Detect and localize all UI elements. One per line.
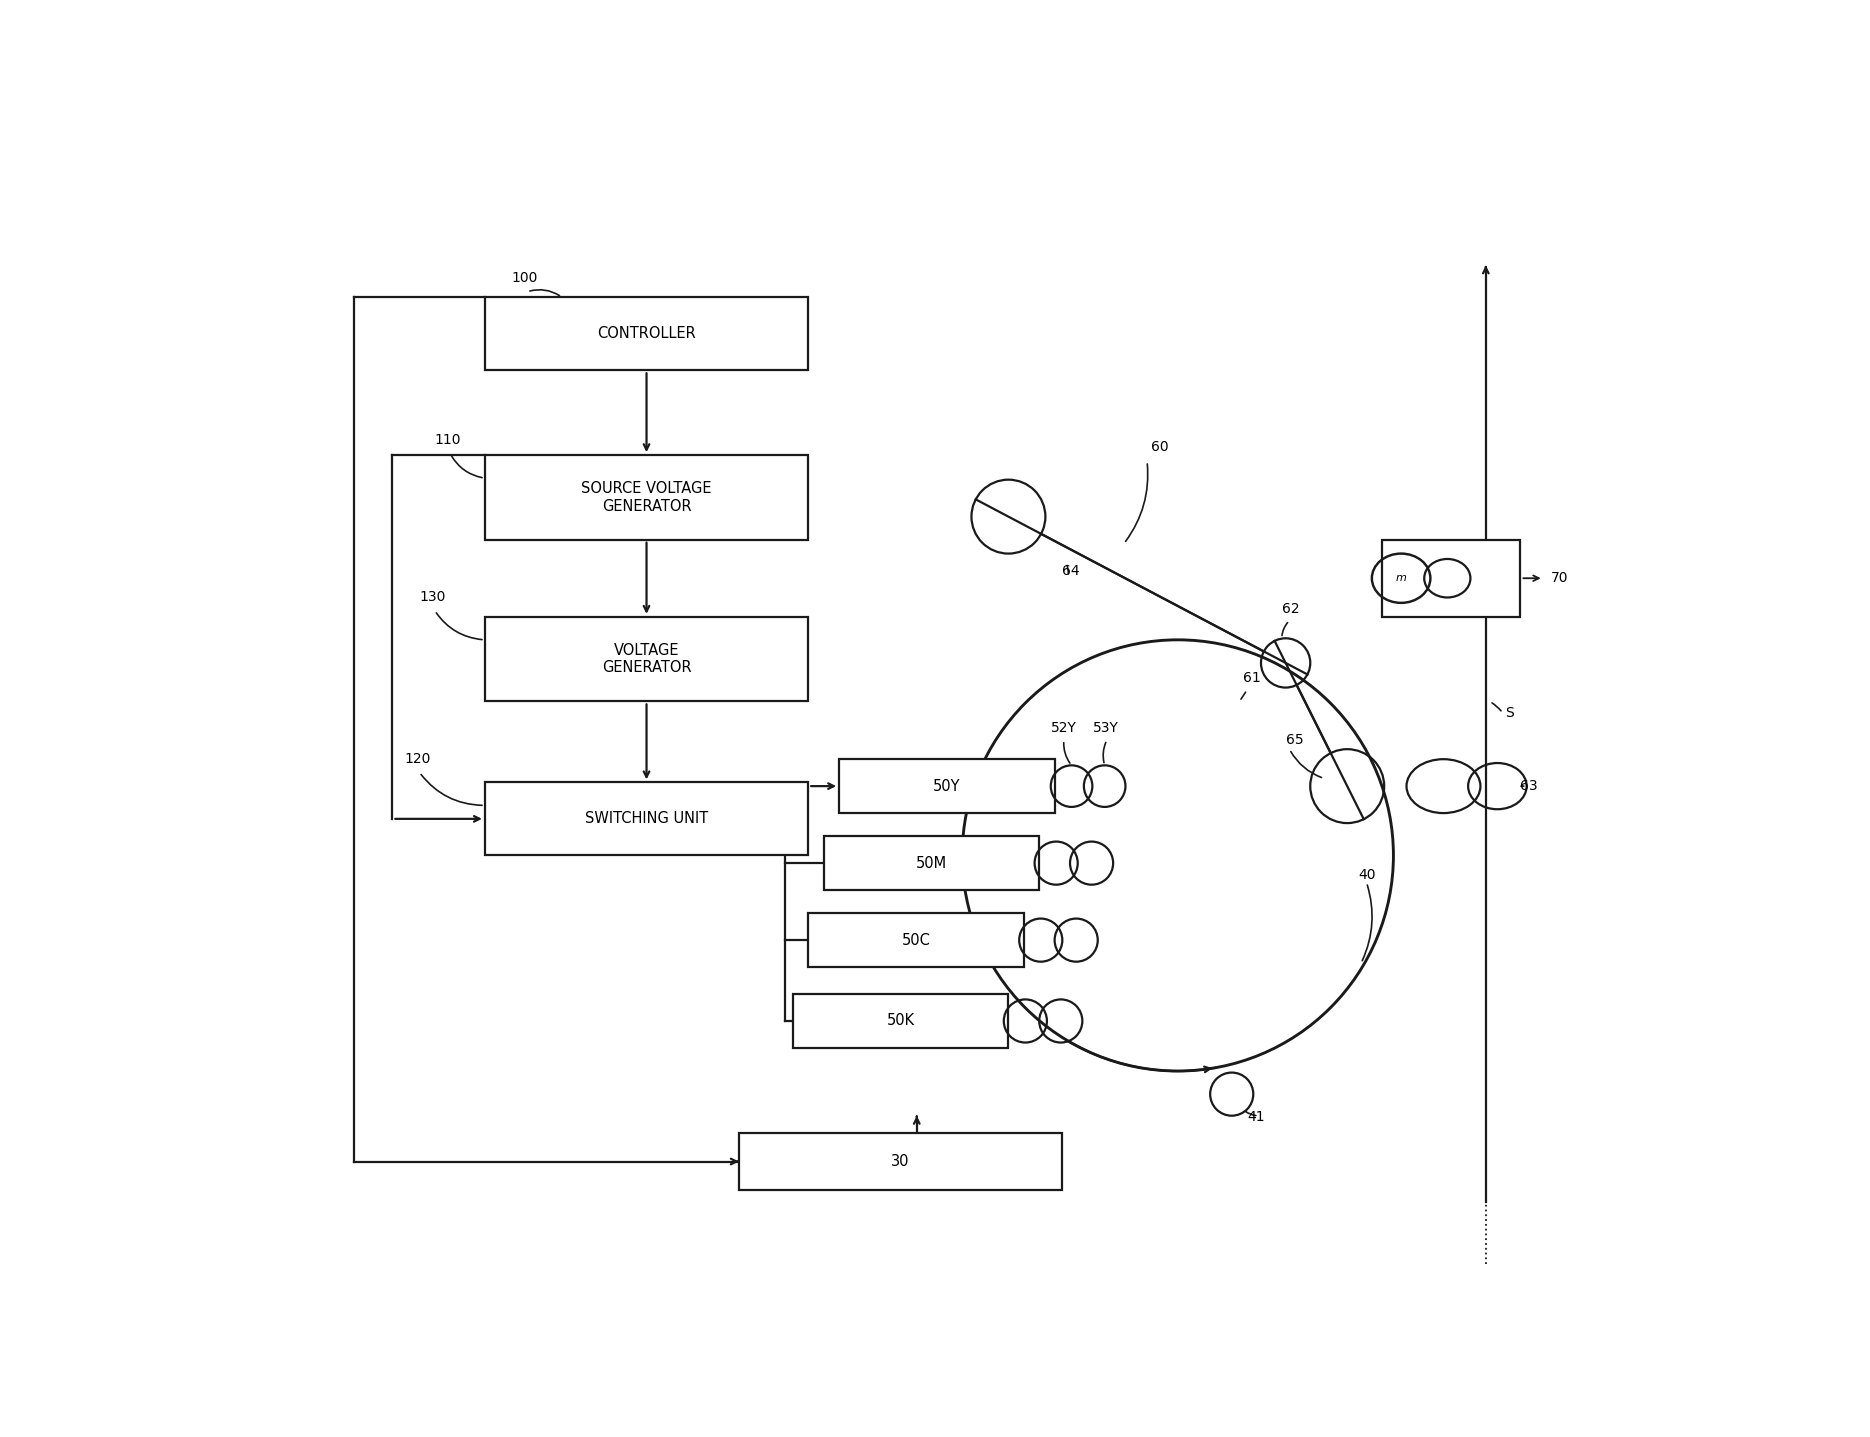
Text: 62: 62 — [1281, 602, 1300, 616]
Bar — [840, 759, 1055, 813]
Bar — [739, 1132, 1062, 1190]
Text: 41: 41 — [1247, 1111, 1264, 1124]
Text: SOURCE VOLTAGE
GENERATOR: SOURCE VOLTAGE GENERATOR — [582, 481, 712, 513]
Bar — [484, 782, 808, 855]
Text: 100: 100 — [512, 272, 539, 285]
Text: 40: 40 — [1359, 868, 1376, 882]
Text: 61: 61 — [1244, 671, 1260, 685]
Text: 64: 64 — [1062, 563, 1081, 578]
Bar — [484, 616, 808, 701]
Bar — [484, 297, 808, 371]
Bar — [808, 912, 1025, 967]
Text: 50K: 50K — [886, 1013, 914, 1029]
Text: SWITCHING UNIT: SWITCHING UNIT — [585, 812, 709, 826]
Bar — [793, 994, 1008, 1048]
Text: 50M: 50M — [916, 855, 946, 871]
Bar — [1382, 540, 1520, 616]
Text: VOLTAGE
GENERATOR: VOLTAGE GENERATOR — [602, 642, 692, 675]
Text: CONTROLLER: CONTROLLER — [597, 326, 696, 341]
Text: 30: 30 — [892, 1154, 911, 1170]
Text: S: S — [1505, 706, 1515, 720]
Text: 60: 60 — [1150, 440, 1169, 454]
Text: 65: 65 — [1287, 733, 1303, 747]
Text: 50Y: 50Y — [933, 779, 961, 793]
Text: 120: 120 — [404, 752, 430, 766]
Bar — [484, 456, 808, 540]
Bar — [823, 836, 1040, 890]
Text: 50C: 50C — [901, 933, 931, 947]
Text: 52Y: 52Y — [1051, 721, 1077, 736]
Text: m: m — [1395, 573, 1406, 583]
Text: 53Y: 53Y — [1094, 721, 1118, 736]
Text: 63: 63 — [1520, 779, 1539, 793]
Text: 130: 130 — [419, 591, 445, 605]
Text: 70: 70 — [1552, 572, 1569, 585]
Text: 110: 110 — [434, 433, 462, 447]
